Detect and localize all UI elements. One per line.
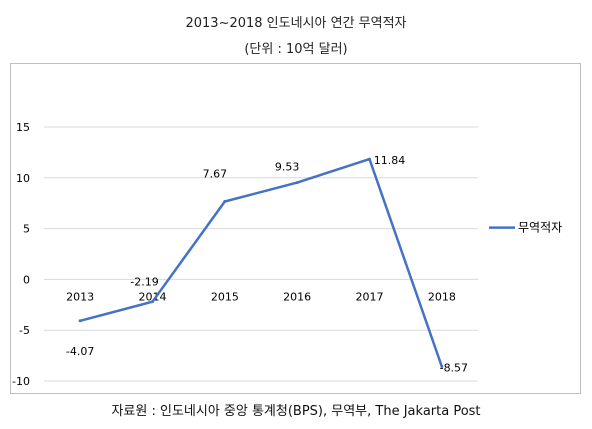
data-label: -8.57 xyxy=(440,361,468,374)
source-caption: 자료원 : 인도네시아 중앙 통계청(BPS), 무역부, The Jakart… xyxy=(111,404,481,419)
y-tick-label: 10 xyxy=(16,172,30,185)
legend-label: 무역적자 xyxy=(518,221,562,235)
chart-frame xyxy=(10,63,581,394)
data-point xyxy=(223,199,227,203)
y-tick-label: -10 xyxy=(12,375,30,388)
y-tick-label: 0 xyxy=(23,273,30,286)
x-tick-label: 2017 xyxy=(356,290,384,303)
x-tick-label: 2016 xyxy=(283,290,311,303)
data-point xyxy=(78,319,82,323)
chart-title: 2013~2018 인도네시아 연간 무역적자 xyxy=(185,16,407,31)
chart-subtitle: (단위 : 10억 달러) xyxy=(244,42,348,57)
data-point xyxy=(368,157,371,161)
x-tick-label: 2013 xyxy=(66,290,94,303)
data-point xyxy=(440,364,444,368)
data-label: -2.19 xyxy=(130,276,158,289)
x-tick-label: 2015 xyxy=(211,290,239,303)
data-label: -4.07 xyxy=(66,345,94,358)
x-tick-label: 2018 xyxy=(428,290,456,303)
series-line xyxy=(78,157,444,368)
y-tick-label: 5 xyxy=(23,223,30,236)
data-label: 7.67 xyxy=(203,167,228,180)
data-point xyxy=(151,300,154,304)
y-tick-label: 15 xyxy=(16,121,30,134)
data-label: 9.53 xyxy=(275,161,300,174)
y-tick-label: -5 xyxy=(19,324,30,337)
data-point xyxy=(295,181,299,185)
data-label: 11.84 xyxy=(374,154,406,167)
